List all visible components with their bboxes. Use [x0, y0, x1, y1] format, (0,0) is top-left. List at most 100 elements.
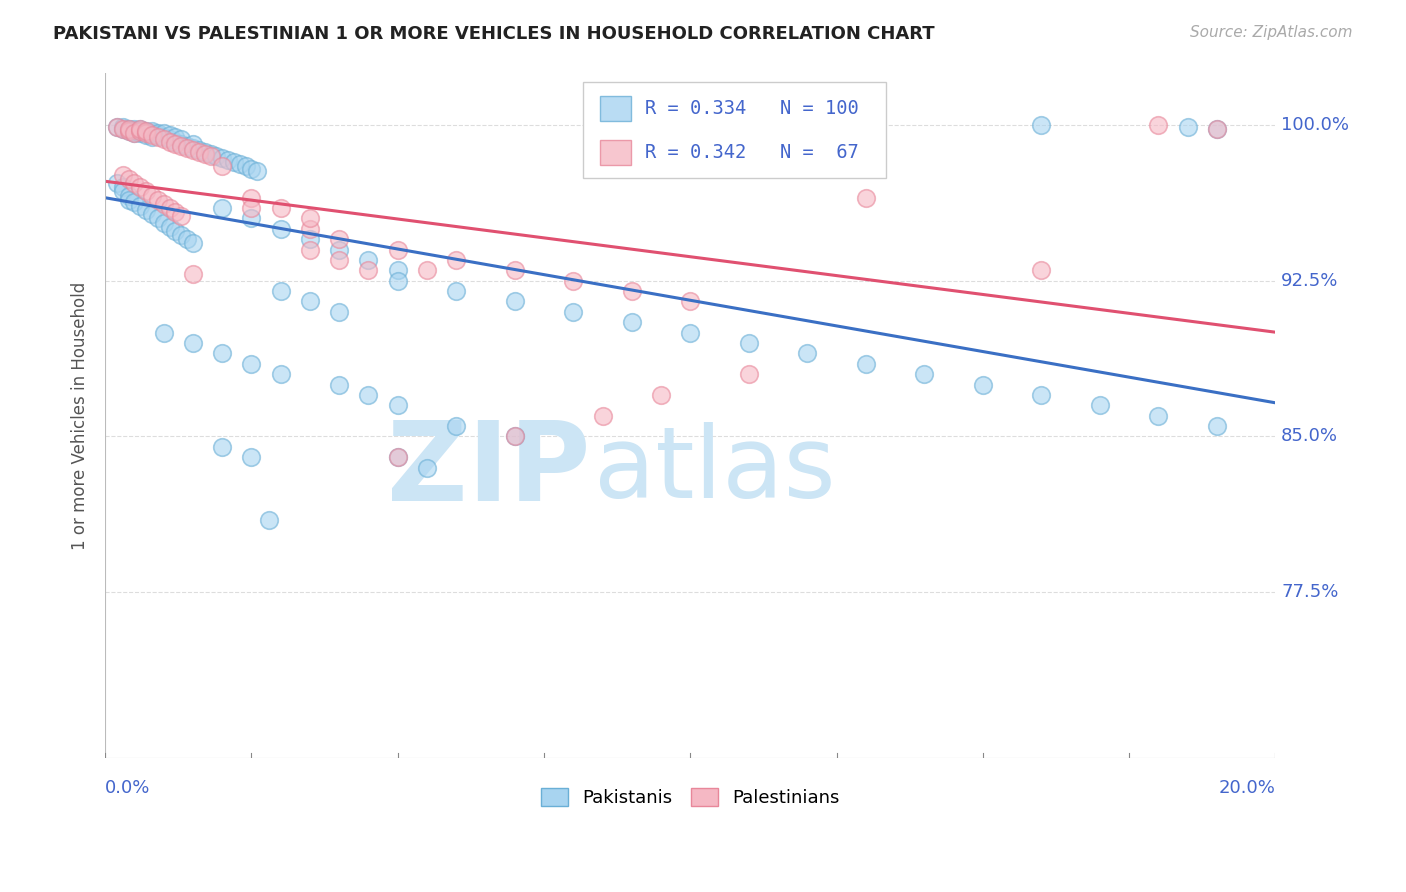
Point	[146, 128, 169, 143]
Point	[111, 120, 134, 134]
Point	[912, 367, 935, 381]
Point	[194, 147, 217, 161]
Point	[972, 377, 994, 392]
Point	[159, 201, 181, 215]
Point	[117, 172, 139, 186]
Point	[129, 124, 152, 138]
Point	[105, 120, 128, 134]
Point	[298, 294, 321, 309]
Point	[165, 224, 187, 238]
Point	[222, 155, 245, 169]
Point	[328, 252, 350, 267]
Point	[1147, 118, 1170, 132]
Point	[357, 263, 380, 277]
Point	[796, 346, 818, 360]
Point	[117, 193, 139, 207]
Point	[176, 141, 198, 155]
Point	[240, 211, 263, 226]
Point	[298, 211, 321, 226]
Point	[855, 191, 877, 205]
Point	[152, 215, 174, 229]
Point	[211, 440, 233, 454]
Point	[1205, 122, 1227, 136]
Point	[152, 130, 174, 145]
Point	[229, 157, 252, 171]
Point	[1031, 263, 1053, 277]
Point	[105, 176, 128, 190]
Point	[129, 126, 152, 140]
Y-axis label: 1 or more Vehicles in Household: 1 or more Vehicles in Household	[72, 282, 89, 549]
Point	[257, 512, 280, 526]
Point	[446, 252, 468, 267]
Point	[117, 188, 139, 202]
Point	[181, 335, 204, 350]
Point	[357, 252, 380, 267]
Point	[181, 143, 204, 157]
Point	[200, 147, 222, 161]
Point	[387, 243, 409, 257]
Point	[159, 219, 181, 234]
Text: ZIP: ZIP	[388, 417, 591, 524]
Text: 85.0%: 85.0%	[1281, 427, 1339, 445]
Point	[387, 450, 409, 465]
Point	[235, 160, 257, 174]
Point	[240, 191, 263, 205]
Point	[211, 201, 233, 215]
Point	[620, 315, 643, 329]
Point	[200, 149, 222, 163]
Point	[152, 196, 174, 211]
Point	[141, 188, 163, 202]
Point	[170, 138, 193, 153]
Point	[298, 243, 321, 257]
Point	[679, 294, 702, 309]
Point	[135, 185, 157, 199]
Point	[503, 429, 526, 443]
Point	[111, 122, 134, 136]
Point	[181, 136, 204, 151]
Point	[170, 209, 193, 223]
Legend: Pakistanis, Palestinians: Pakistanis, Palestinians	[534, 780, 846, 814]
Point	[387, 274, 409, 288]
Point	[270, 367, 292, 381]
Point	[592, 409, 614, 423]
Point	[679, 326, 702, 340]
Point	[416, 263, 439, 277]
Point	[135, 124, 157, 138]
Point	[124, 122, 146, 136]
Point	[129, 122, 152, 136]
Point	[240, 161, 263, 176]
Point	[446, 419, 468, 434]
Point	[620, 284, 643, 298]
Point	[328, 377, 350, 392]
Point	[194, 145, 217, 159]
Point	[562, 274, 585, 288]
Point	[124, 124, 146, 138]
Text: 0.0%: 0.0%	[105, 779, 150, 797]
Point	[357, 388, 380, 402]
Point	[328, 243, 350, 257]
Point	[146, 130, 169, 145]
Point	[159, 132, 181, 146]
Point	[187, 143, 209, 157]
Text: 92.5%: 92.5%	[1281, 272, 1339, 290]
Point	[124, 176, 146, 190]
Point	[387, 263, 409, 277]
Point	[217, 153, 239, 168]
Point	[165, 136, 187, 151]
Point	[129, 199, 152, 213]
Point	[111, 185, 134, 199]
Point	[181, 236, 204, 251]
Point	[146, 193, 169, 207]
Point	[503, 263, 526, 277]
Point	[117, 122, 139, 136]
Point	[328, 232, 350, 246]
Point	[129, 180, 152, 194]
Point	[117, 122, 139, 136]
Point	[124, 126, 146, 140]
Point	[181, 141, 204, 155]
Point	[135, 126, 157, 140]
Point	[170, 227, 193, 242]
Point	[855, 357, 877, 371]
Point	[141, 130, 163, 145]
Point	[141, 126, 163, 140]
